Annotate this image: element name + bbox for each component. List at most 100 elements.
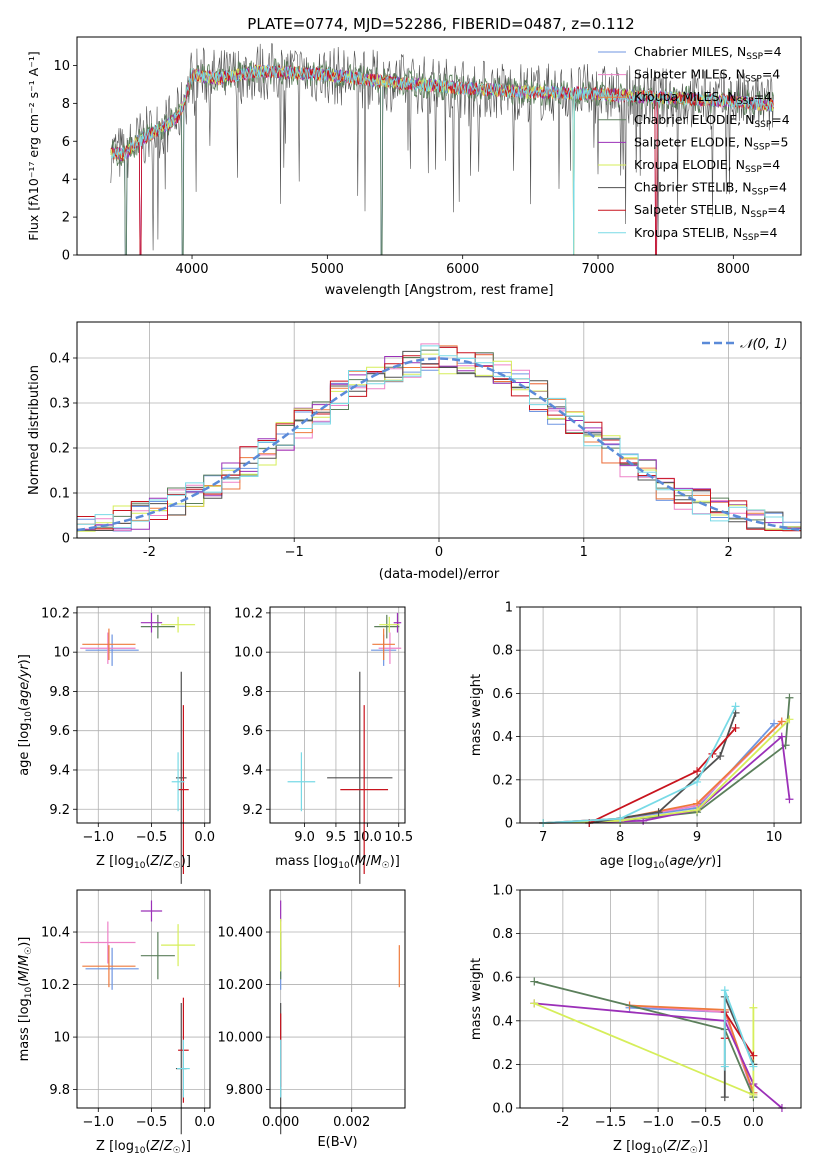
y-tick-label: 4	[62, 173, 70, 188]
panel-residuals: -2 −1 0 1 2 0 0.1 0.2 0.3 0.4 𝒩(0, 1) (data-model)/…	[27, 321, 802, 582]
axes-frame	[76, 606, 211, 824]
x-tick-label: 7000	[581, 262, 614, 277]
y-tick-label: 0	[505, 817, 513, 832]
label-part: M	[355, 854, 366, 869]
label-part: ☉	[24, 947, 34, 955]
errorbar-point-1	[80, 632, 136, 664]
legend-label: Kroupa ELODIE, NSSP=4	[634, 157, 780, 175]
axes-frame	[269, 606, 406, 824]
legend-label-sub: SSP	[753, 142, 770, 152]
legend-label-main: Salpeter ELODIE, N	[634, 134, 753, 149]
errorbar-point-7	[340, 705, 389, 875]
x-tick-label: 0	[435, 545, 443, 560]
errorbar-point-2	[82, 628, 136, 661]
label-part: Z	[667, 1139, 678, 1154]
y-tick-label: 9.800	[226, 1083, 263, 1098]
x-tick-label: 9.0	[294, 830, 315, 845]
label-part: /	[17, 965, 32, 970]
label-part: 10	[24, 986, 34, 998]
errorbar-point-0	[85, 634, 139, 666]
axes-frame	[76, 36, 802, 256]
label-part: Z	[680, 1139, 691, 1154]
errorbar-point-1	[378, 632, 402, 664]
legend-label-tail: =4	[754, 89, 772, 104]
x-tick-label: 4000	[175, 262, 208, 277]
x-tick-label: 0.0	[743, 1115, 764, 1130]
x-tick-label: 9	[693, 830, 701, 845]
legend-label: Salpeter ELODIE, NSSP=5	[634, 134, 788, 152]
spectrum-series-6	[110, 43, 774, 255]
label-part: 10	[651, 1146, 663, 1156]
label-part: )]	[17, 654, 32, 664]
x-tick-label: 7	[539, 830, 547, 845]
y-tick-label: 0.6	[492, 971, 513, 986]
weight-marker	[749, 1051, 758, 1060]
y-tick-label: 6	[62, 135, 70, 150]
x-tick-label: −0.5	[136, 1115, 168, 1130]
normal-curve	[76, 357, 802, 532]
errorbar-point-3	[140, 932, 175, 980]
legend-label-tail: =4	[769, 180, 787, 195]
y-tick-label: 2	[62, 211, 70, 226]
y-axis-label: mass weight	[469, 958, 484, 1040]
x-tick-label: −1	[285, 545, 304, 560]
label-part: )]	[17, 937, 32, 947]
label-part: Z	[163, 854, 174, 869]
legend-label-tail: =5	[770, 134, 788, 149]
label-part: (	[17, 982, 32, 987]
axis-label: age [log10(age/yr)]	[17, 654, 34, 776]
y-tick-label: 0.2	[492, 773, 513, 788]
label-part: (	[145, 854, 150, 869]
label-part: ☉	[173, 861, 181, 871]
y-tick-label: 0	[62, 249, 70, 264]
label-part: ☉	[382, 861, 390, 871]
spectrum-lines	[110, 43, 774, 255]
label-part: mass [log	[17, 998, 32, 1061]
y-tick-label: 0.8	[492, 644, 513, 659]
spectrum-series-5	[110, 64, 774, 255]
weight-marker	[749, 1062, 758, 1071]
axis-label: Z [log10(Z/Z☉)]	[96, 854, 191, 871]
y-tick-label: 9.8	[242, 685, 263, 700]
legend-label-sub: SSP	[745, 75, 762, 85]
label-part: 10	[338, 861, 350, 871]
errorbar-point-5	[161, 616, 196, 633]
errorbar-point-3	[374, 614, 400, 639]
axis-label: Z [log10(Z/Z☉)]	[613, 1139, 708, 1156]
x-tick-label: −0.5	[690, 1115, 722, 1130]
y-tick-label: 10.0	[234, 646, 263, 661]
legend-label-main: Kroupa STELIB, N	[634, 225, 742, 240]
axes-frame	[269, 889, 406, 1109]
legend-label: Chabrier ELODIE, NSSP=4	[634, 112, 790, 130]
legend-label-main: Salpeter STELIB, N	[634, 202, 750, 217]
y-tick-label: 0.4	[49, 352, 70, 367]
weight-line-6	[589, 712, 737, 824]
y-tick-label: 0.2	[49, 442, 70, 457]
label-part: /	[366, 854, 371, 869]
weight-marker	[530, 977, 539, 986]
errorbar-point-0	[85, 947, 139, 990]
label-part: ☉	[173, 1146, 181, 1156]
errorbar-point-5	[379, 616, 400, 633]
label-part: /	[159, 1139, 164, 1154]
weight-marker	[616, 814, 625, 823]
y-tick-label: 10.2	[41, 606, 70, 621]
weight-marker	[720, 1093, 729, 1102]
y-tick-label: 10.200	[218, 978, 264, 993]
label-part: age [log	[17, 723, 32, 776]
y-tick-label: 9.8	[49, 685, 70, 700]
label-part: mass [log	[275, 854, 338, 869]
label-part: M	[17, 955, 32, 966]
axes-frame	[76, 889, 211, 1109]
label-part: /	[159, 854, 164, 869]
x-axis-label: wavelength [Angstrom, rest frame]	[325, 283, 554, 298]
axes-frame	[76, 321, 802, 539]
y-tick-label: 9.8	[49, 1083, 70, 1098]
y-tick-label: 10	[53, 59, 70, 74]
legend-label: Kroupa STELIB, NSSP=4	[634, 225, 778, 243]
label-part: (	[662, 1139, 667, 1154]
weight-line-5	[533, 1002, 755, 1097]
weight-marker	[731, 723, 740, 732]
